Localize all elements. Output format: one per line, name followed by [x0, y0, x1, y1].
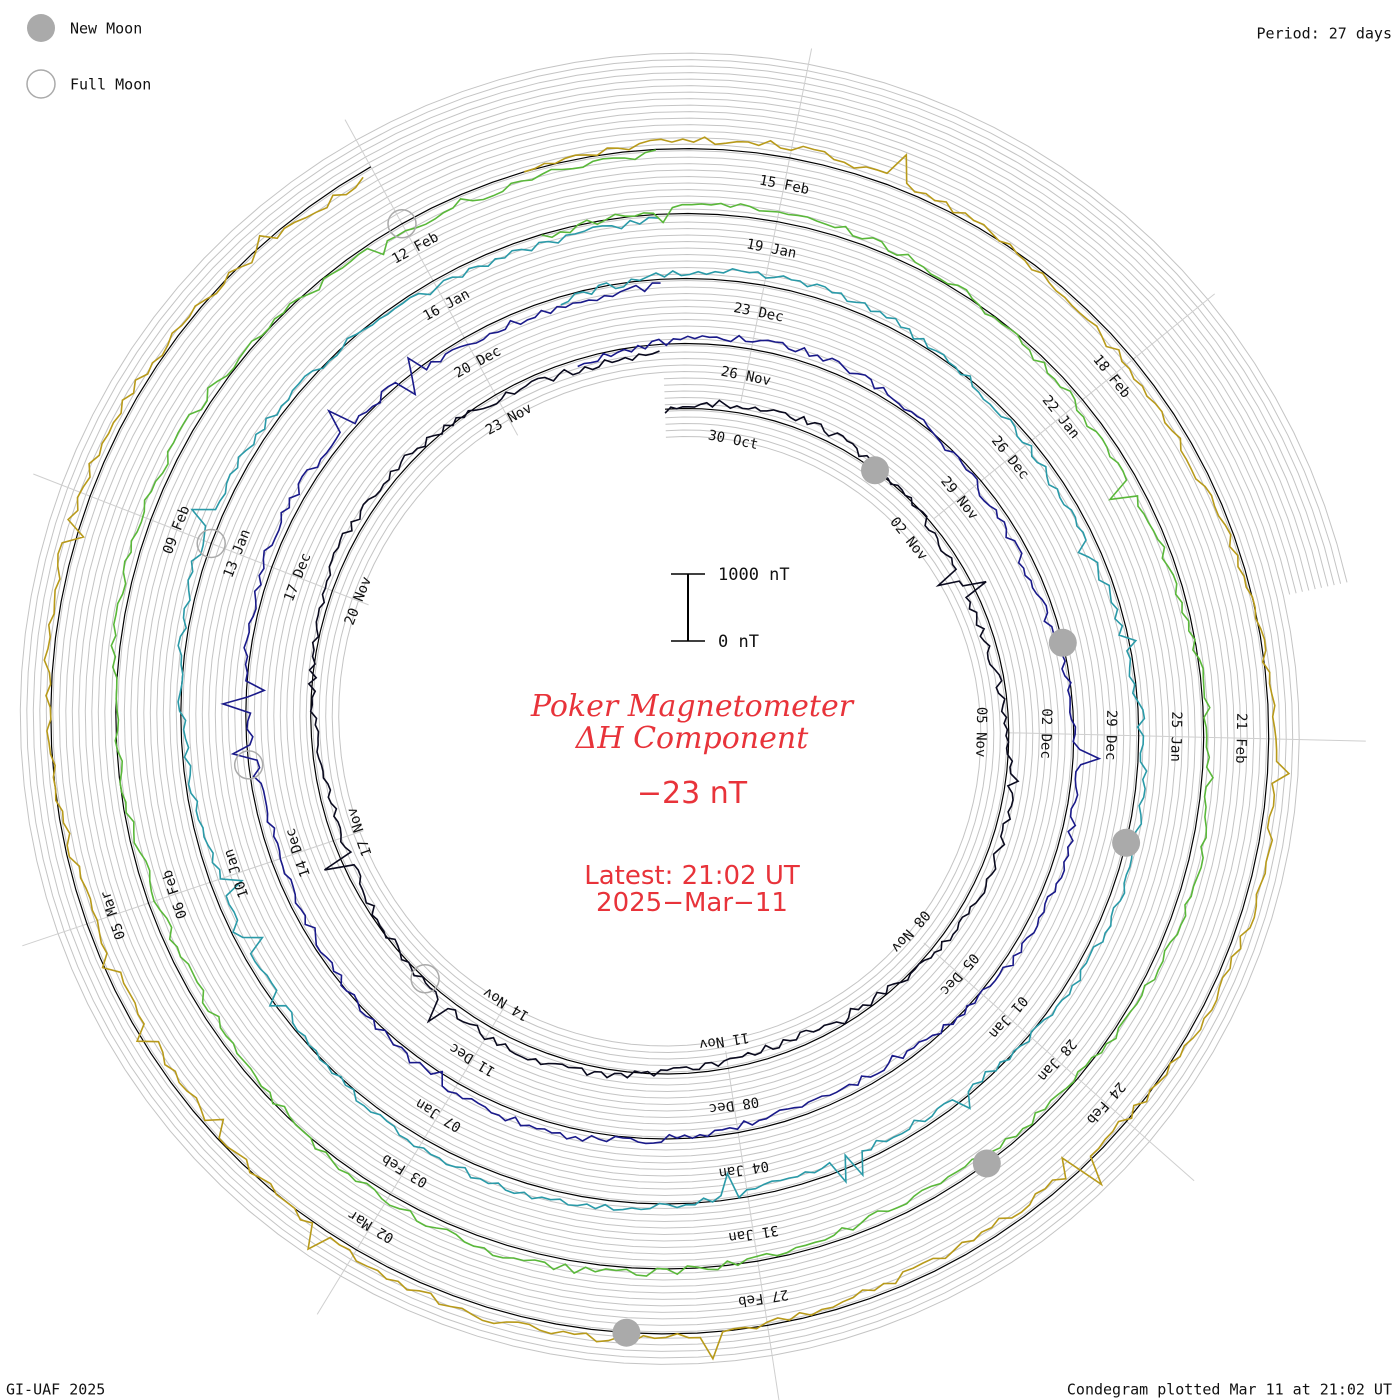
series-line	[177, 216, 1148, 1211]
date-label: 20 Dec	[452, 343, 504, 381]
date-label: 03 Feb	[379, 1150, 431, 1190]
date-label: 11 Nov	[698, 1029, 750, 1052]
chart-title: Poker Magnetometer	[530, 689, 855, 724]
series-line	[220, 282, 1102, 1145]
date-label: 29 Nov	[937, 474, 981, 523]
new-moon-marker	[1112, 828, 1141, 857]
date-label: 02 Mar	[345, 1206, 397, 1246]
scale-top-label: 1000 nT	[718, 565, 790, 585]
date-label: 23 Dec	[732, 300, 785, 326]
date-label: 04 Jan	[717, 1157, 769, 1180]
grid-spiral	[26, 59, 1342, 1359]
date-label: 25 Jan	[1167, 711, 1184, 762]
date-label: 08 Dec	[708, 1093, 760, 1116]
date-label: 11 Dec	[447, 1039, 499, 1079]
scale-bar: 1000 nT 0 nT	[671, 565, 790, 652]
full-moon-marker	[233, 750, 264, 780]
date-label: 20 Nov	[342, 574, 375, 627]
date-label: 02 Nov	[886, 514, 930, 563]
date-label: 27 Feb	[737, 1286, 789, 1309]
day-spoke	[933, 293, 1216, 520]
date-label: 28 Jan	[1034, 1036, 1079, 1085]
series-line	[110, 149, 1214, 1277]
new-moon-marker	[612, 1318, 641, 1347]
new-moon-marker	[972, 1149, 1001, 1178]
new-moon-marker	[1048, 628, 1077, 657]
full-moon-marker	[196, 528, 226, 559]
center-panel: Poker Magnetometer ΔH Component −23 nT L…	[530, 689, 855, 918]
date-label: 05 Mar	[98, 889, 129, 942]
date-label: 30 Oct	[707, 427, 760, 453]
day-spoke	[22, 830, 364, 947]
grid-spiral	[58, 91, 1310, 1326]
date-label: 05 Dec	[936, 950, 981, 999]
full-moon-marker	[387, 209, 417, 239]
plotted-timestamp: Condegram plotted Mar 11 at 21:02 UT	[1067, 1380, 1392, 1398]
date-label: 31 Jan	[727, 1222, 779, 1245]
date-label: 26 Dec	[988, 433, 1032, 482]
date-label: 13 Jan	[221, 527, 254, 580]
grid-spiral	[32, 65, 1335, 1352]
grid-spiral	[19, 52, 1348, 1365]
series-line	[307, 350, 1020, 1079]
day-spoke	[1005, 732, 1366, 742]
new-moon-icon	[27, 14, 55, 42]
date-label: 14 Nov	[480, 984, 532, 1024]
chart-subtitle: ΔH Component	[575, 721, 809, 756]
date-label: 01 Jan	[985, 993, 1030, 1042]
scale-bottom-label: 0 nT	[718, 632, 759, 652]
day-spoke	[725, 1051, 780, 1400]
full-moon-label: Full Moon	[70, 75, 151, 93]
latest-date: 2025−Mar−11	[596, 888, 788, 918]
full-moon-marker	[410, 964, 440, 994]
grid-spiral	[39, 72, 1329, 1346]
series-line	[43, 136, 1291, 1361]
grid-spiral	[52, 85, 1316, 1333]
new-moon-marker	[861, 456, 889, 485]
date-label: 05 Nov	[972, 707, 989, 758]
full-moon-icon	[26, 69, 56, 99]
date-label: 17 Dec	[281, 551, 314, 604]
date-label: 07 Jan	[413, 1095, 465, 1135]
credit-label: GI-UAF 2025	[6, 1380, 105, 1398]
day-spoke	[923, 942, 1195, 1182]
date-label: 06 Feb	[159, 868, 190, 921]
moon-markers	[196, 209, 1141, 1347]
day-spoke	[33, 473, 369, 606]
magnetometer-traces	[43, 136, 1291, 1361]
date-label: 26 Nov	[720, 364, 773, 390]
date-label: 21 Feb	[1232, 713, 1249, 764]
grid-spiral	[78, 111, 1291, 1307]
spiral-grid	[19, 52, 1348, 1365]
legend: New Moon Full Moon	[26, 14, 151, 99]
date-label: 24 Feb	[1083, 1079, 1128, 1128]
grid-spiral	[45, 78, 1322, 1339]
day-spoke	[316, 1006, 505, 1315]
date-label: 22 Jan	[1039, 392, 1083, 441]
date-label: 14 Dec	[283, 826, 314, 879]
date-label: 09 Feb	[160, 504, 193, 557]
new-moon-label: New Moon	[70, 19, 142, 37]
date-label: 16 Jan	[421, 286, 473, 324]
current-value: −23 nT	[637, 776, 748, 811]
date-label: 02 Dec	[1037, 708, 1054, 759]
latest-time: Latest: 21:02 UT	[584, 861, 800, 891]
date-label: 29 Dec	[1102, 710, 1119, 761]
grid-spiral	[71, 104, 1297, 1313]
day-spoke	[344, 119, 519, 436]
date-label: 10 Jan	[221, 847, 252, 900]
date-label: 18 Feb	[1089, 352, 1133, 401]
grid-spiral	[65, 98, 1303, 1320]
period-label: Period: 27 days	[1257, 24, 1392, 42]
